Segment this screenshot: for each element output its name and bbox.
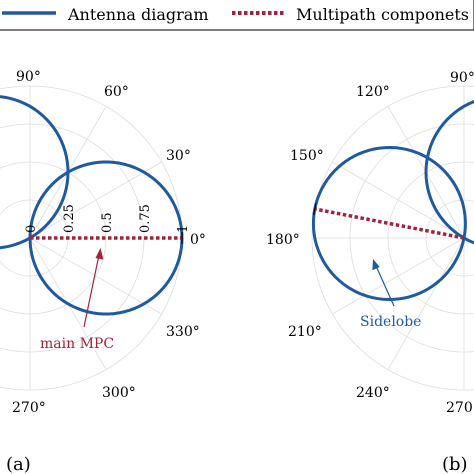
legend-label-antenna: Antenna diagram [67, 5, 209, 24]
polar-panel-b: 90° 120° 150° 180° 210° 240° 270° Sidelo… [266, 70, 474, 474]
legend-frame [0, 0, 474, 31]
angle-tick-label: 330° [166, 324, 200, 340]
radial-tick-label: 0.75 [138, 204, 153, 233]
panel-b-grid [311, 85, 474, 391]
angle-tick-label: 180° [266, 232, 300, 248]
radial-tick-label: 1 [176, 225, 191, 233]
main-mpc-annotation: main MPC [40, 248, 114, 352]
grid-spoke [29, 237, 162, 315]
grid-spoke [387, 237, 465, 370]
legend: Antenna diagram Multipath componets [0, 0, 474, 31]
angle-tick-label: 60° [104, 84, 129, 100]
legend-label-mpc: Multipath componets [296, 5, 469, 24]
antenna-lobe-b-1 [424, 99, 474, 245]
mpc-ray-end-tick-b [313, 202, 317, 216]
annotation-arrow-line [375, 265, 395, 307]
angle-tick-label: 150° [290, 148, 324, 164]
antenna-lobe-a-1 [0, 95, 70, 250]
sidelobe-label: Sidelobe [360, 314, 421, 330]
annotation-arrowhead [95, 248, 104, 260]
panel-a-label: (a) [6, 454, 31, 474]
angle-tick-label: 90° [450, 70, 474, 86]
angle-tick-label: 270° [12, 400, 46, 416]
grid-spoke [332, 237, 465, 315]
grid-spoke [332, 161, 465, 239]
panel-b-label: (b) [442, 454, 468, 474]
panel-b-curves [311, 99, 474, 301]
annotation-arrow-line [83, 254, 100, 328]
sidelobe-annotation: Sidelobe [360, 259, 421, 330]
angle-tick-label: 210° [288, 324, 322, 340]
angle-tick-label: 0° [190, 232, 206, 248]
angle-tick-label: 270° [446, 400, 474, 416]
angle-tick-label: 120° [356, 84, 390, 100]
mpc-ray-b [314, 207, 465, 240]
panel-b-angle-ticks: 90° 120° 150° 180° 210° 240° 270° [266, 70, 474, 416]
radial-tick-label: 0 [24, 225, 39, 233]
angle-tick-label: 300° [102, 385, 136, 401]
panel-a-angle-ticks: 0° 30° 60° 90° 270° 300° 330° [12, 69, 206, 416]
angle-tick-label: 30° [166, 148, 191, 164]
panel-a-curves [0, 95, 184, 316]
angle-tick-label: 90° [16, 69, 41, 85]
grid-spoke [29, 161, 162, 239]
radial-tick-label: 0.25 [62, 204, 77, 233]
annotation-arrowhead [372, 259, 380, 271]
radial-tick-label: 0.5 [100, 212, 115, 233]
panel-a-radial-ticks: 0 0.25 0.5 0.75 1 [24, 204, 191, 233]
polar-panel-a: 0 0.25 0.5 0.75 1 0° 30° 60° 90° 270° 30… [0, 69, 206, 474]
angle-tick-label: 240° [356, 385, 390, 401]
main-mpc-label: main MPC [40, 336, 114, 352]
